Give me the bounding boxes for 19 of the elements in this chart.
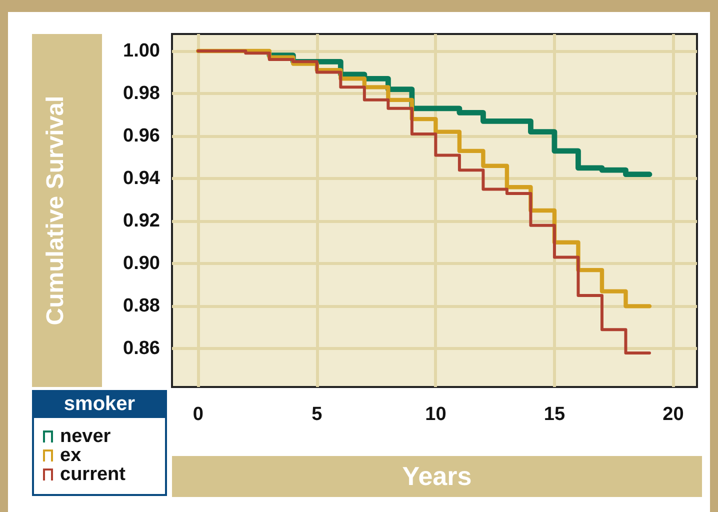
legend-label: ex [60, 445, 82, 466]
y-tick-label: 0.88 [123, 296, 160, 317]
x-tick-label: 0 [192, 404, 204, 425]
legend-label: current [60, 464, 126, 485]
y-tick-label: 0.90 [123, 253, 160, 274]
x-tick-label: 20 [662, 404, 684, 425]
y-axis-title: Cumulative Survival [42, 94, 70, 328]
legend-label: never [60, 426, 112, 447]
y-tick-label: 0.94 [123, 168, 160, 190]
y-tick-label: 0.98 [123, 83, 160, 104]
x-tick-label: 10 [425, 404, 446, 425]
y-tick-label: 0.92 [123, 210, 160, 232]
y-tick-label: 0.96 [123, 126, 160, 147]
x-axis-title: Years [172, 456, 702, 497]
y-tick-label: 0.86 [123, 338, 160, 360]
x-tick-label: 15 [544, 404, 566, 425]
legend-title: smoker [32, 390, 167, 418]
y-tick-label: 1.00 [123, 40, 160, 62]
x-tick-label: 5 [312, 404, 323, 425]
